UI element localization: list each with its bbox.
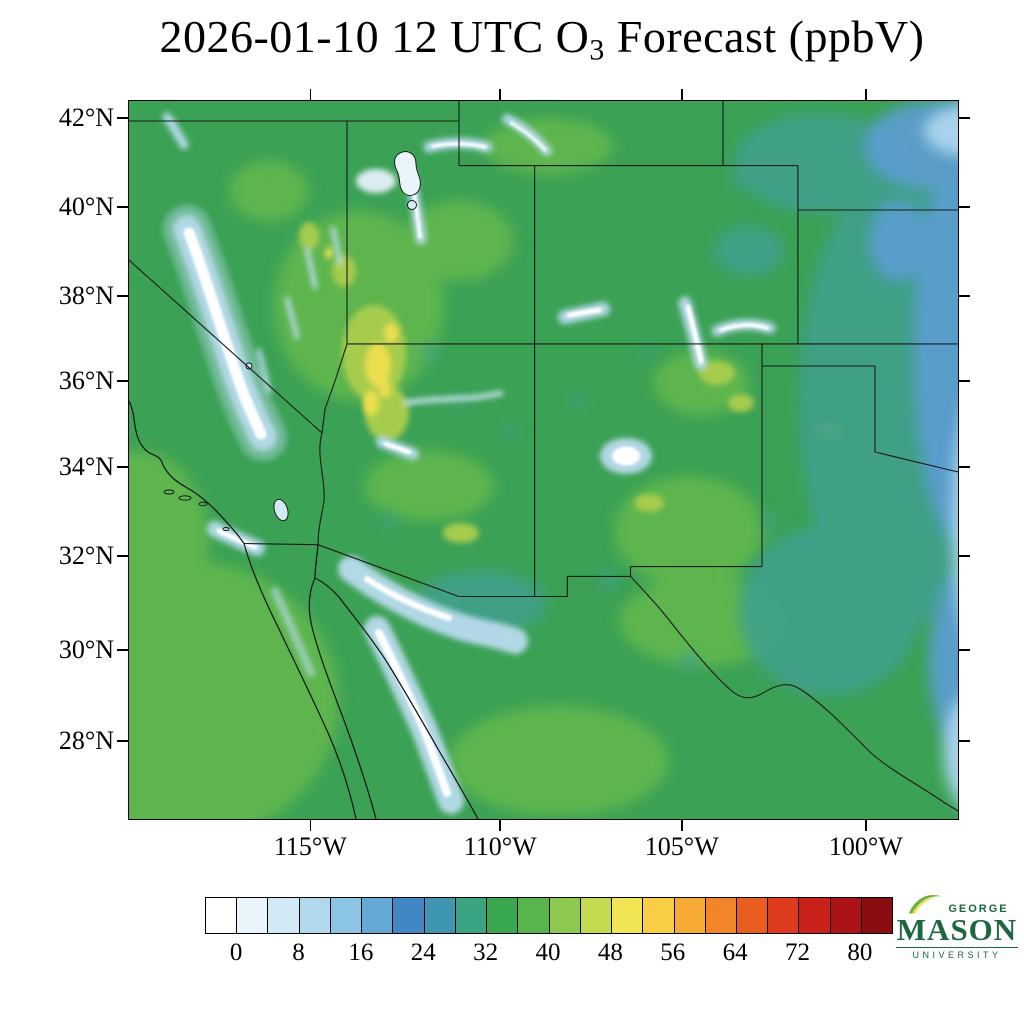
gmu-swoosh-icon <box>909 895 943 914</box>
colorbar-segment <box>330 898 363 933</box>
colorbar-segment <box>674 898 706 933</box>
y-axis-label: 40°N <box>58 191 114 221</box>
axis-tick <box>958 466 970 468</box>
axis-tick <box>499 89 501 100</box>
axis-tick <box>958 295 970 297</box>
colorbar-tick-label: 16 <box>348 939 374 966</box>
axis-tick <box>117 117 128 119</box>
colorbar-tick-label: 0 <box>229 939 243 966</box>
colorbar-segment <box>299 898 331 933</box>
colorbar-segment <box>518 898 550 933</box>
gmu-logo: GEORGE MASON UNIVERSITY <box>896 893 1018 960</box>
colorbar-tick-label: 40 <box>535 939 561 966</box>
axis-tick <box>958 379 970 382</box>
colorbar-tick-label: 64 <box>722 939 748 966</box>
gmu-george-text: GEORGE <box>948 903 1009 915</box>
axis-tick <box>958 740 970 742</box>
channel-islands <box>163 489 230 531</box>
colorbar <box>205 897 893 934</box>
axis-tick <box>117 740 128 742</box>
axis-tick <box>958 206 970 208</box>
colorbar-segment <box>736 898 769 933</box>
map-frame <box>128 100 959 820</box>
colorbar-tick-label: 24 <box>410 939 436 966</box>
gmu-university-text: UNIVERSITY <box>896 947 1018 960</box>
colorbar-labels: 0 8 16 24 32 40 48 56 64 72 80 <box>205 940 891 970</box>
colorbar-segment <box>424 898 456 933</box>
great-salt-lake <box>394 151 421 196</box>
axis-tick <box>117 379 128 382</box>
x-axis-label: 100°W <box>828 832 903 861</box>
axis-tick <box>958 555 970 557</box>
axis-tick <box>117 555 128 557</box>
colorbar-segment <box>487 898 519 933</box>
colorbar-segment <box>643 898 675 933</box>
colorbar-tick-label: 48 <box>597 939 623 966</box>
ozone-map <box>129 101 958 819</box>
colorbar-tick-label: 56 <box>660 939 686 966</box>
colorbar-tick-label: 72 <box>784 939 810 966</box>
x-axis-label: 105°W <box>644 832 719 861</box>
axis-tick <box>865 89 867 100</box>
axis-tick <box>117 649 128 651</box>
colorbar-tick-label: 8 <box>292 939 305 966</box>
axis-tick <box>865 819 867 831</box>
axis-tick <box>309 89 312 100</box>
salton-sea <box>273 498 289 522</box>
colorbar-segment <box>237 898 269 933</box>
axis-tick <box>117 206 128 208</box>
colorbar-segment <box>455 898 488 933</box>
colorbar-segment <box>580 898 613 933</box>
page-title: 2026-01-10 12 UTC O3 Forecast (ppbV) <box>40 10 1024 67</box>
y-axis-label: 36°N <box>58 365 114 395</box>
state-border-lines <box>129 101 958 812</box>
title-text: 2026-01-10 12 UTC O <box>159 11 590 62</box>
y-axis-label: 30°N <box>58 634 114 664</box>
colorbar-segment <box>799 898 831 933</box>
y-axis-label: 34°N <box>58 451 114 481</box>
lakes <box>163 151 421 531</box>
axis-tick <box>958 117 970 119</box>
colorbar-segment <box>393 898 425 933</box>
y-axis-label: 28°N <box>58 726 114 756</box>
x-axis-label: 115°W <box>273 832 347 861</box>
colorbar-segment <box>861 898 893 933</box>
title-subscript: 3 <box>589 33 605 67</box>
axis-tick <box>958 649 970 651</box>
axis-tick <box>117 295 128 297</box>
colorbar-tick-label: 80 <box>847 939 873 966</box>
title-text-suffix: Forecast (ppbV) <box>604 11 925 62</box>
colorbar-segment <box>705 898 737 933</box>
colorbar-segment <box>549 898 581 933</box>
colorbar-segment <box>830 898 862 933</box>
ozone-field-paleblue <box>924 106 958 802</box>
mono-lake <box>245 362 253 370</box>
rio-grande <box>630 576 958 812</box>
y-axis-label: 32°N <box>58 540 114 570</box>
ozone-field-yellow <box>325 247 398 416</box>
colorbar-segment <box>362 898 394 933</box>
gmu-mason-text: MASON <box>896 912 1018 947</box>
axis-tick <box>499 819 501 831</box>
axis-tick <box>117 466 128 468</box>
utah-lake <box>407 200 417 210</box>
axis-tick <box>309 819 312 831</box>
axis-tick <box>680 819 683 831</box>
colorbar-segment <box>612 898 644 933</box>
axis-tick <box>680 89 683 100</box>
colorbar-segment <box>768 898 800 933</box>
x-axis-label: 110°W <box>463 832 537 861</box>
colorbar-segment <box>268 898 300 933</box>
colorbar-tick-label: 32 <box>473 939 499 966</box>
coastline <box>129 400 479 819</box>
y-axis-label: 42°N <box>58 102 114 132</box>
y-axis-label: 38°N <box>58 281 114 310</box>
colorbar-segment <box>206 898 238 933</box>
